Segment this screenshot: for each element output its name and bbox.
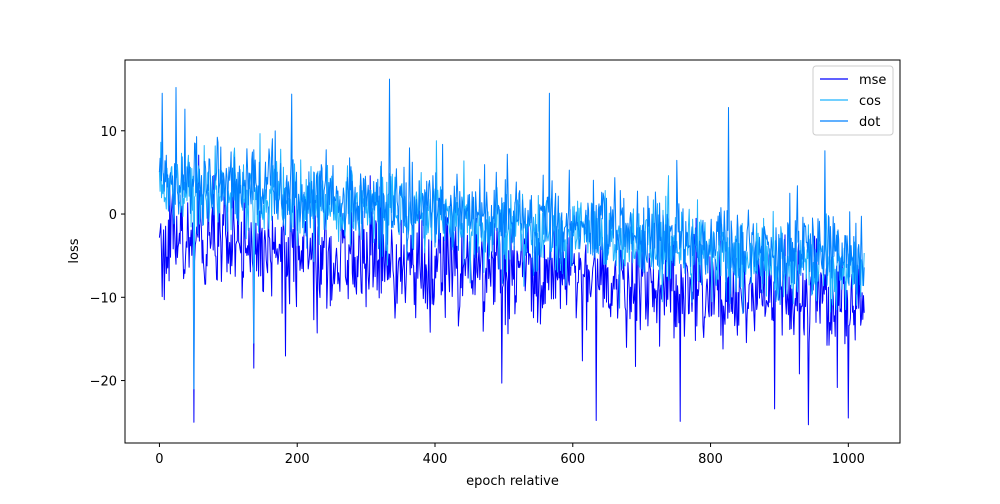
plot-frame [124,59,901,444]
legend-label: mse [859,73,886,88]
x-tick-label: 0 [155,452,163,467]
x-axis: 0 200 400 600 800 1000 [155,443,865,467]
series-layer [158,78,865,426]
y-tick-label: −20 [90,375,117,390]
legend: mse cos dot [812,65,894,136]
legend-entry-mse: mse [820,73,886,88]
x-tick-label: 200 [285,452,310,467]
series-line-dot [158,78,865,309]
legend-box [812,65,894,136]
x-tick-label: 800 [698,452,723,467]
legend-entry-dot: dot [820,115,880,130]
series-line-mse [158,154,865,426]
x-tick-label: 400 [423,452,448,467]
legend-entry-cos: cos [820,94,881,109]
y-tick-label: 0 [109,208,117,223]
legend-label: cos [859,94,881,109]
y-tick-label: 10 [100,125,117,140]
x-axis-label: epoch relative [466,474,559,489]
x-tick-label: 1000 [832,452,865,467]
y-axis: −20 −10 0 10 [90,125,125,390]
y-axis-label: loss [67,238,82,263]
x-tick-label: 600 [560,452,585,467]
legend-label: dot [859,115,880,130]
y-tick-label: −10 [90,291,117,306]
